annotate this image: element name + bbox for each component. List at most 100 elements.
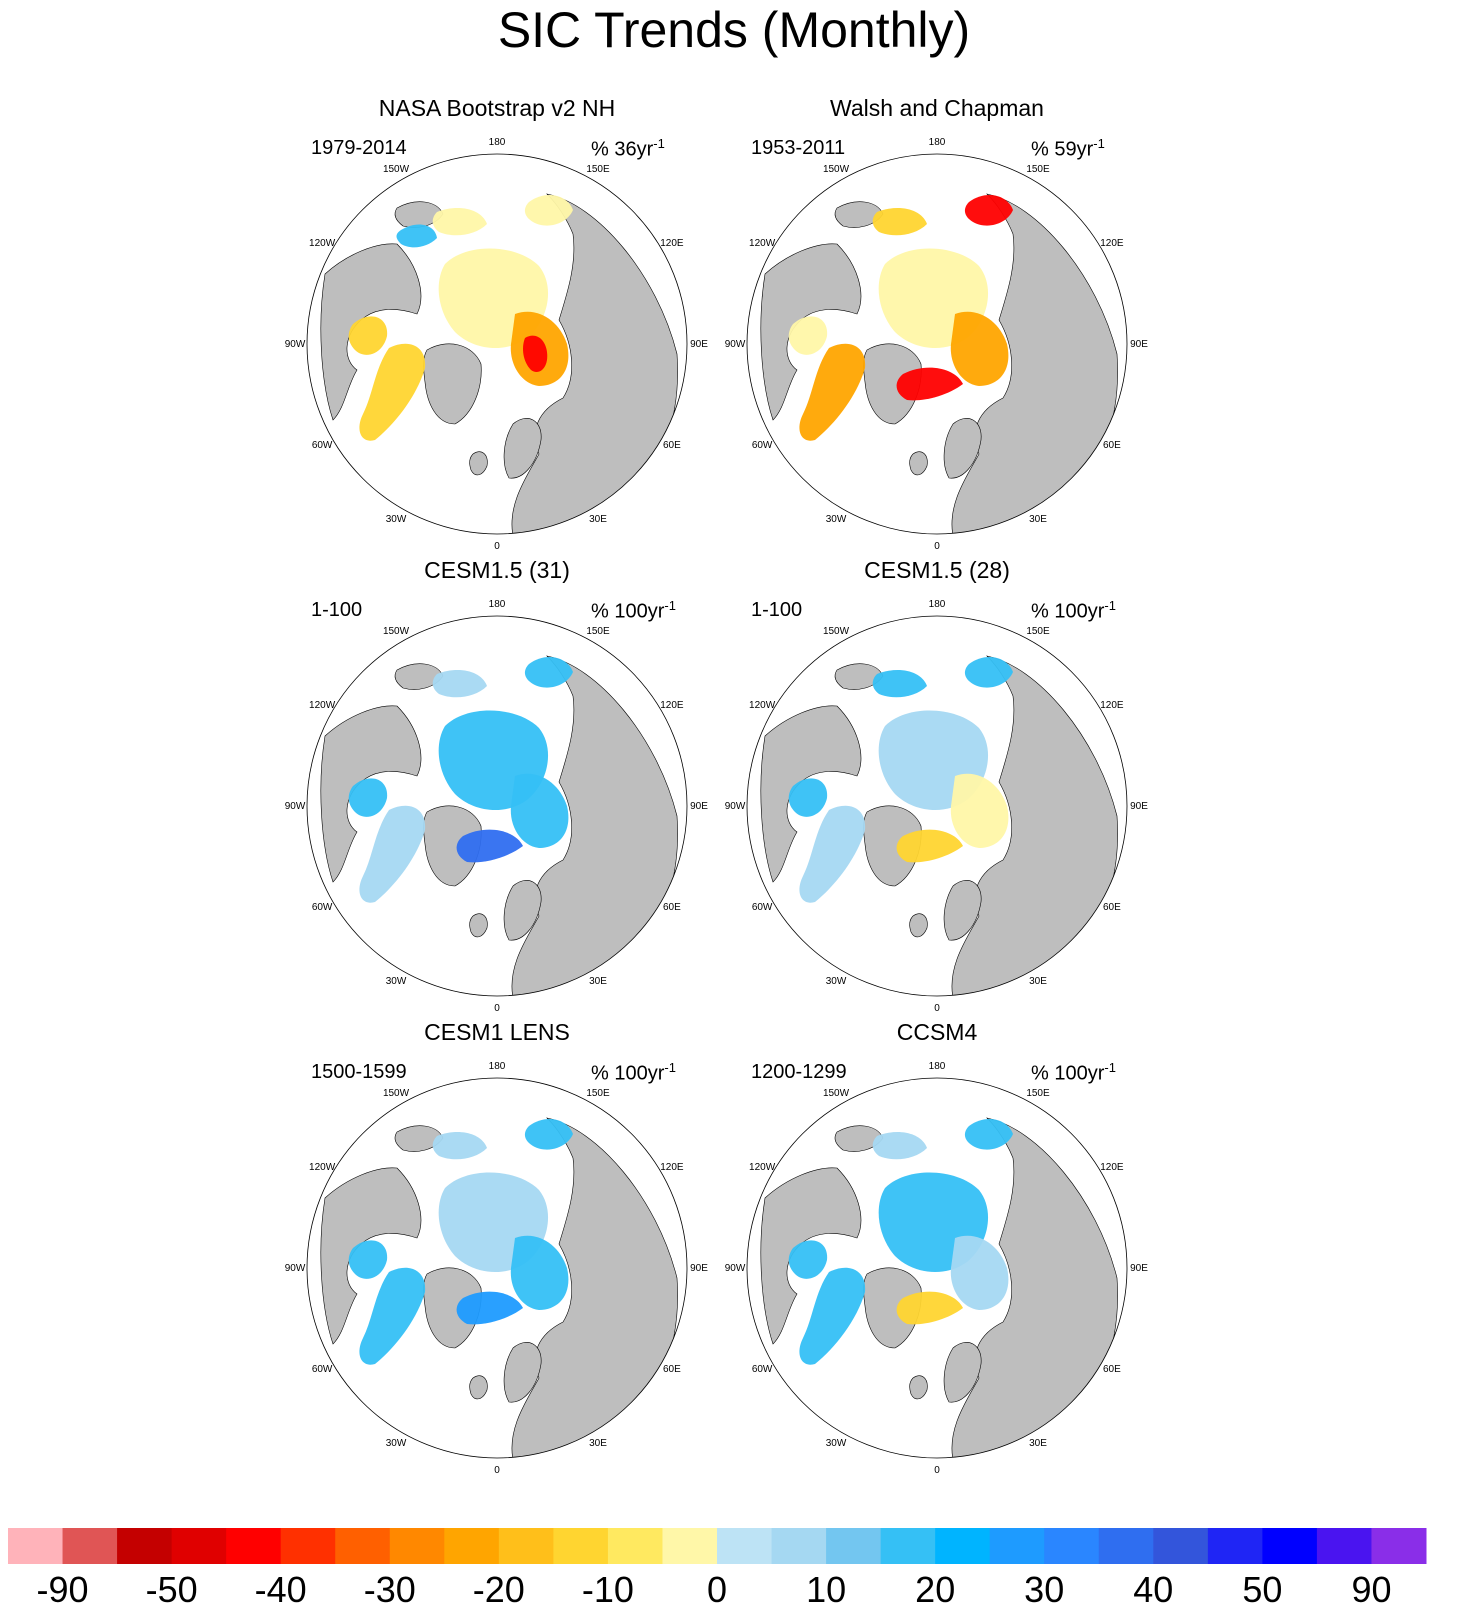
panel-ccsm4: CCSM4 1200-1299 % 100yr-1 180 150E 120E 90E…	[717, 1018, 1157, 1488]
okhotsk-ice	[964, 657, 1013, 688]
map-content	[307, 1078, 687, 1458]
longitude-label: 60E	[1103, 902, 1121, 913]
colorbar-swatch	[935, 1528, 991, 1564]
longitude-label: 90E	[1130, 339, 1148, 350]
longitude-label: 150E	[1026, 626, 1050, 637]
beaufort-ice	[396, 224, 437, 248]
longitude-label: 90E	[690, 339, 708, 350]
panel-title: NASA Bootstrap v2 NH	[378, 95, 616, 121]
british-isles-land	[469, 913, 488, 938]
panel-title: CESM1 LENS	[424, 1019, 570, 1045]
longitude-label: 120E	[1100, 700, 1124, 711]
longitude-label: 30E	[1029, 976, 1047, 987]
longitude-label: 60W	[752, 1364, 773, 1375]
longitude-label: 150W	[383, 164, 410, 175]
longitude-label: 180	[929, 137, 946, 148]
colorbar-swatch	[8, 1528, 64, 1564]
hudson-bay-ice	[788, 316, 828, 355]
greenland-land	[423, 805, 482, 887]
greenland-land	[423, 343, 482, 425]
longitude-label: 150E	[1026, 164, 1050, 175]
longitude-label: 90E	[1130, 1263, 1148, 1274]
scandinavia-land	[503, 418, 542, 479]
east-siberian-ice	[432, 1132, 487, 1160]
longitude-label: 180	[929, 1061, 946, 1072]
longitude-label: 90W	[725, 339, 746, 350]
baffin-labrador-ice	[359, 805, 426, 903]
colorbar-label: -50	[146, 1569, 198, 1606]
okhotsk-ice	[524, 657, 573, 688]
longitude-label: 150W	[383, 1088, 410, 1099]
polar-map: 180 150E 120E 90E 60E 30E 0 30W 60W 90W 120W 150W	[285, 1061, 709, 1476]
panel-nasa-bootstrap: NASA Bootstrap v2 NH 1979-2014 % 36yr-1 …	[277, 94, 717, 564]
units-label: % 100yr-1	[1031, 1060, 1116, 1085]
alaska-land	[834, 1125, 884, 1152]
colorbar-swatch	[117, 1528, 173, 1564]
longitude-label: 0	[494, 1003, 500, 1014]
polar-map: 180 150E 120E 90E 60E 30E 0 30W 60W 90W 120W 150W	[725, 599, 1149, 1014]
polar-map: 180 150E 120E 90E 60E 30E 0 30W 60W 90W 120W 150W	[725, 1061, 1149, 1476]
eurasia-land	[951, 1117, 1118, 1458]
okhotsk-ice	[524, 195, 573, 226]
polar-map: 180 150E 120E 90E 60E 30E 0 30W 60W 90W 120W 150W	[285, 137, 709, 552]
colorbar-swatch	[62, 1528, 118, 1564]
eurasia-land	[511, 655, 678, 996]
units-label: % 100yr-1	[591, 1060, 676, 1085]
east-siberian-ice	[432, 670, 487, 698]
scandinavia-land	[943, 418, 982, 479]
greenland-sea-ice	[896, 829, 963, 863]
longitude-label: 30W	[826, 976, 847, 987]
hudson-bay-ice	[348, 316, 388, 355]
colorbar-swatch	[1098, 1528, 1154, 1564]
colorbar-swatch	[989, 1528, 1045, 1564]
hudson-bay-ice	[788, 1240, 828, 1279]
greenland-land	[423, 1267, 482, 1349]
map-content	[307, 154, 687, 534]
greenland-sea-ice	[896, 1291, 963, 1325]
period-label: 1-100	[751, 599, 803, 621]
longitude-label: 120E	[660, 700, 684, 711]
longitude-label: 30E	[1029, 1438, 1047, 1449]
colorbar-swatch	[171, 1528, 227, 1564]
colorbar-swatch	[1262, 1528, 1318, 1564]
longitude-label: 30W	[826, 514, 847, 525]
period-label: 1-100	[311, 599, 363, 621]
longitude-label: 90E	[1130, 801, 1148, 812]
period-label: 1953-2011	[751, 137, 846, 159]
longitude-label: 120W	[749, 1162, 776, 1173]
colorbar-swatch	[880, 1528, 936, 1564]
map-boundary	[746, 153, 1128, 535]
map-content	[747, 1078, 1127, 1458]
longitude-label: 30E	[1029, 514, 1047, 525]
longitude-label: 30W	[826, 1438, 847, 1449]
longitude-label: 90E	[690, 801, 708, 812]
longitude-label: 150W	[823, 626, 850, 637]
longitude-label: 150E	[586, 164, 610, 175]
map-boundary	[306, 1077, 688, 1459]
longitude-label: 180	[929, 599, 946, 610]
british-isles-land	[469, 451, 488, 476]
longitude-label: 30E	[589, 976, 607, 987]
map-boundary	[306, 615, 688, 997]
colorbar-swatch	[389, 1528, 445, 1564]
colorbar-label: 0	[707, 1569, 727, 1606]
british-isles-land	[909, 913, 928, 938]
greenland-land	[863, 805, 922, 887]
units-label: % 59yr-1	[1031, 136, 1105, 161]
alaska-land	[834, 201, 884, 228]
map-content	[307, 616, 687, 996]
greenland-sea-ice	[456, 1291, 523, 1325]
colorbar-label: -10	[582, 1569, 634, 1606]
alaska-land	[394, 663, 444, 690]
longitude-label: 60W	[752, 902, 773, 913]
longitude-label: 90W	[285, 801, 306, 812]
baffin-labrador-ice	[359, 1267, 426, 1365]
longitude-label: 150W	[823, 1088, 850, 1099]
longitude-label: 150W	[823, 164, 850, 175]
panel-title: CCSM4	[896, 1019, 978, 1045]
map-boundary	[746, 1077, 1128, 1459]
map-boundary	[306, 153, 688, 535]
eurasia-land	[511, 1117, 678, 1458]
colorbar-swatch	[280, 1528, 336, 1564]
colorbar: -90 -50 -40 -30 -20 -10 0 10 20 30 40 50 90	[8, 1528, 1427, 1606]
